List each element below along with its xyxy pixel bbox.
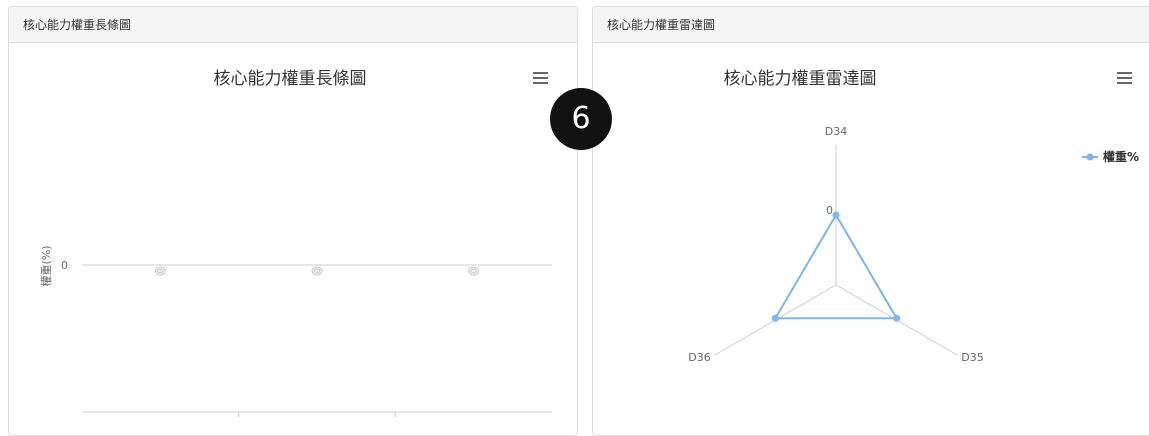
bar-chart-point-2[interactable] xyxy=(468,266,480,276)
legend-series-marker-dot xyxy=(1086,153,1094,161)
radar-series-polygon xyxy=(773,213,899,320)
bar-chart-point-1[interactable] xyxy=(311,266,323,276)
bar-chart-panel: 核心能力權重長條圖 xyxy=(8,6,578,436)
bar-chart-point-inner-2 xyxy=(470,268,477,274)
bar-chart-ytick-0: 0 xyxy=(61,259,68,272)
radar-point-D36[interactable] xyxy=(771,314,779,322)
bar-chart-title: 核心能力權重長條圖 xyxy=(213,69,367,89)
radar-chart-menu-icon[interactable] xyxy=(1117,72,1132,85)
radar-chart-legend[interactable]: 權重% xyxy=(1082,149,1139,164)
radar-label-D35: D35 xyxy=(961,351,983,364)
radar-chart: D34 D35 D36 0 xyxy=(688,125,983,364)
radar-chart-radial-tick-0: 0 xyxy=(826,204,833,217)
bar-chart-ylabel: 權重(%) xyxy=(39,245,53,286)
bar-chart-point-inner-0 xyxy=(157,268,164,274)
bar-chart-point-0[interactable] xyxy=(154,266,166,276)
radar-chart-panel-header: 核心能力權重雷達圖 xyxy=(593,7,1149,43)
legend-series-label: 權重% xyxy=(1103,149,1139,164)
bar-chart-menu-icon[interactable] xyxy=(533,72,548,85)
radar-point-D35[interactable] xyxy=(893,314,901,322)
bar-chart: 權重(%) 0 xyxy=(39,245,552,417)
radar-label-D36: D36 xyxy=(688,351,710,364)
bar-chart-panel-header: 核心能力權重長條圖 xyxy=(9,7,577,43)
radar-point-D34[interactable] xyxy=(832,211,840,219)
radar-chart-title: 核心能力權重雷達圖 xyxy=(723,69,877,89)
radar-chart-panel: 核心能力權重雷達圖 xyxy=(592,6,1149,436)
bar-chart-point-inner-1 xyxy=(314,268,320,274)
radar-label-D34: D34 xyxy=(825,125,847,138)
step-number-badge: 6 xyxy=(550,88,612,150)
charts-canvas: 權重(%) 0 D34 D35 D36 0 權重% xyxy=(39,125,1139,417)
